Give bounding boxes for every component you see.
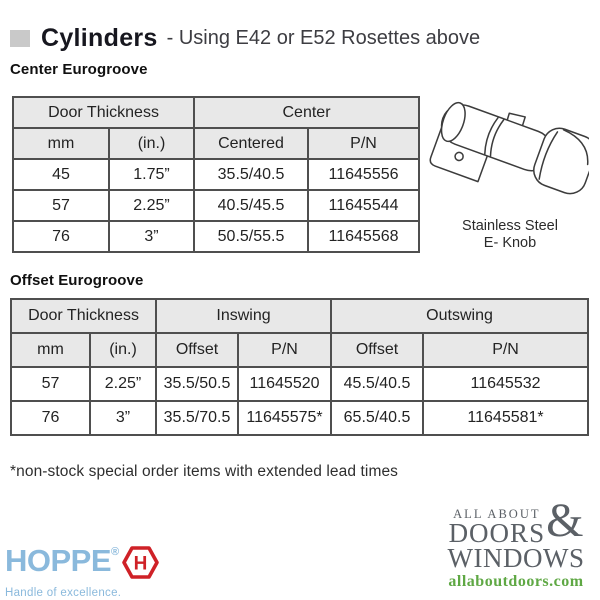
col-header-mm: mm [12, 127, 110, 160]
figure-caption-line1: Stainless Steel [462, 218, 558, 234]
table-cell: 65.5/40.5 [330, 400, 425, 436]
aadw-website-url: allaboutdoors.com [448, 572, 584, 590]
table-cell: 45.5/40.5 [330, 366, 425, 402]
group-header-center: Center [193, 96, 421, 129]
group-header-outswing: Outswing [330, 298, 590, 334]
table-row: 76 3” 50.5/55.5 11645568 [12, 220, 421, 253]
table-cell: 3” [107, 220, 196, 253]
col-header-offset-in: Offset [155, 332, 240, 368]
col-header-pn-out: P/N [422, 332, 590, 368]
col-header-in: (in.) [88, 332, 158, 368]
bullet-square [10, 30, 30, 47]
table-cell: 11645581* [422, 400, 590, 436]
table-cell: 45 [12, 158, 110, 191]
section-title-offset-eurogroove: Offset Eurogroove [10, 272, 144, 289]
footnote: *non-stock special order items with exte… [10, 462, 399, 480]
table-cell: 40.5/45.5 [193, 189, 310, 222]
table-row: 76 3” 35.5/70.5 11645575* 65.5/40.5 1164… [10, 400, 590, 436]
section-title-center-eurogroove: Center Eurogroove [10, 61, 148, 78]
column-header-row: mm (in.) Centered P/N [12, 127, 421, 160]
table-cell: 11645532 [422, 366, 590, 402]
col-header-centered: Centered [193, 127, 310, 160]
group-header-row: Door Thickness Inswing Outswing [9, 298, 590, 334]
table-row: 57 2.25” 40.5/45.5 11645544 [12, 189, 421, 222]
table-cell: 11645568 [307, 220, 421, 253]
group-header-inswing: Inswing [155, 298, 333, 334]
col-header-in: (in.) [107, 127, 196, 160]
group-header-door-thickness: Door Thickness [9, 298, 158, 334]
table-cell: 1.75” [107, 158, 196, 191]
aadw-line-doors: DOORS [448, 517, 546, 548]
table-cell: 3” [88, 400, 158, 436]
table-cell: 11645544 [307, 189, 421, 222]
table-cell: 35.5/70.5 [155, 400, 240, 436]
col-header-mm: mm [10, 332, 91, 368]
page-title: Cylinders [41, 24, 158, 52]
table-row: 57 2.25” 35.5/50.5 11645520 45.5/40.5 11… [10, 366, 590, 402]
hoppe-tagline: Handle of excellence. [5, 587, 122, 599]
table-cell: 2.25” [107, 189, 196, 222]
page-subtitle: - Using E42 or E52 Rosettes above [166, 27, 481, 49]
hoppe-wordmark: HOPPE [5, 543, 112, 578]
col-header-offset-out: Offset [330, 332, 425, 368]
table-cell: 50.5/55.5 [193, 220, 310, 253]
page-header: Cylinders - Using E42 or E52 Rosettes ab… [10, 24, 480, 53]
euro-cylinder-knob-illustration-icon [429, 101, 589, 195]
table-cell: 35.5/40.5 [193, 158, 310, 191]
aadw-line-all-about: ALL ABOUT [453, 507, 541, 521]
aadw-line-windows: WINDOWS [447, 543, 585, 574]
aadw-ampersand: & [546, 494, 584, 547]
table-cell: 57 [10, 366, 91, 402]
hoppe-logo: HOPPE ® H Handle of excellence. [5, 545, 159, 599]
col-header-pn-in: P/N [237, 332, 333, 368]
table-cell: 76 [10, 400, 91, 436]
col-header-pn: P/N [307, 127, 421, 160]
registered-mark: ® [111, 546, 120, 558]
offset-eurogroove-table: Door Thickness Inswing Outswing mm (in.)… [9, 298, 590, 436]
group-header-row: Door Thickness Center [11, 96, 421, 129]
table-cell: 11645575* [237, 400, 333, 436]
table-cell: 11645520 [237, 366, 333, 402]
figure-caption-line2: E- Knob [483, 235, 537, 252]
table-cell: 35.5/50.5 [155, 366, 240, 402]
hoppe-hexagon-icon: H [122, 546, 159, 584]
table-cell: 57 [12, 189, 110, 222]
column-header-row: mm (in.) Offset P/N Offset P/N [10, 332, 590, 368]
group-header-door-thickness: Door Thickness [11, 96, 196, 129]
center-eurogroove-table: Door Thickness Center mm (in.) Centered … [11, 96, 421, 253]
table-row: 45 1.75” 35.5/40.5 11645556 [12, 158, 421, 191]
table-cell: 2.25” [88, 366, 158, 402]
table-cell: 11645556 [307, 158, 421, 191]
cylinder-figure: Stainless Steel E- Knob [427, 95, 593, 253]
svg-text:H: H [134, 554, 148, 575]
all-about-doors-windows-logo: ALL ABOUT DOORS & WINDOWS allaboutdoors.… [436, 494, 596, 591]
table-cell: 76 [12, 220, 110, 253]
figure-caption: Stainless Steel E- Knob [427, 218, 593, 253]
